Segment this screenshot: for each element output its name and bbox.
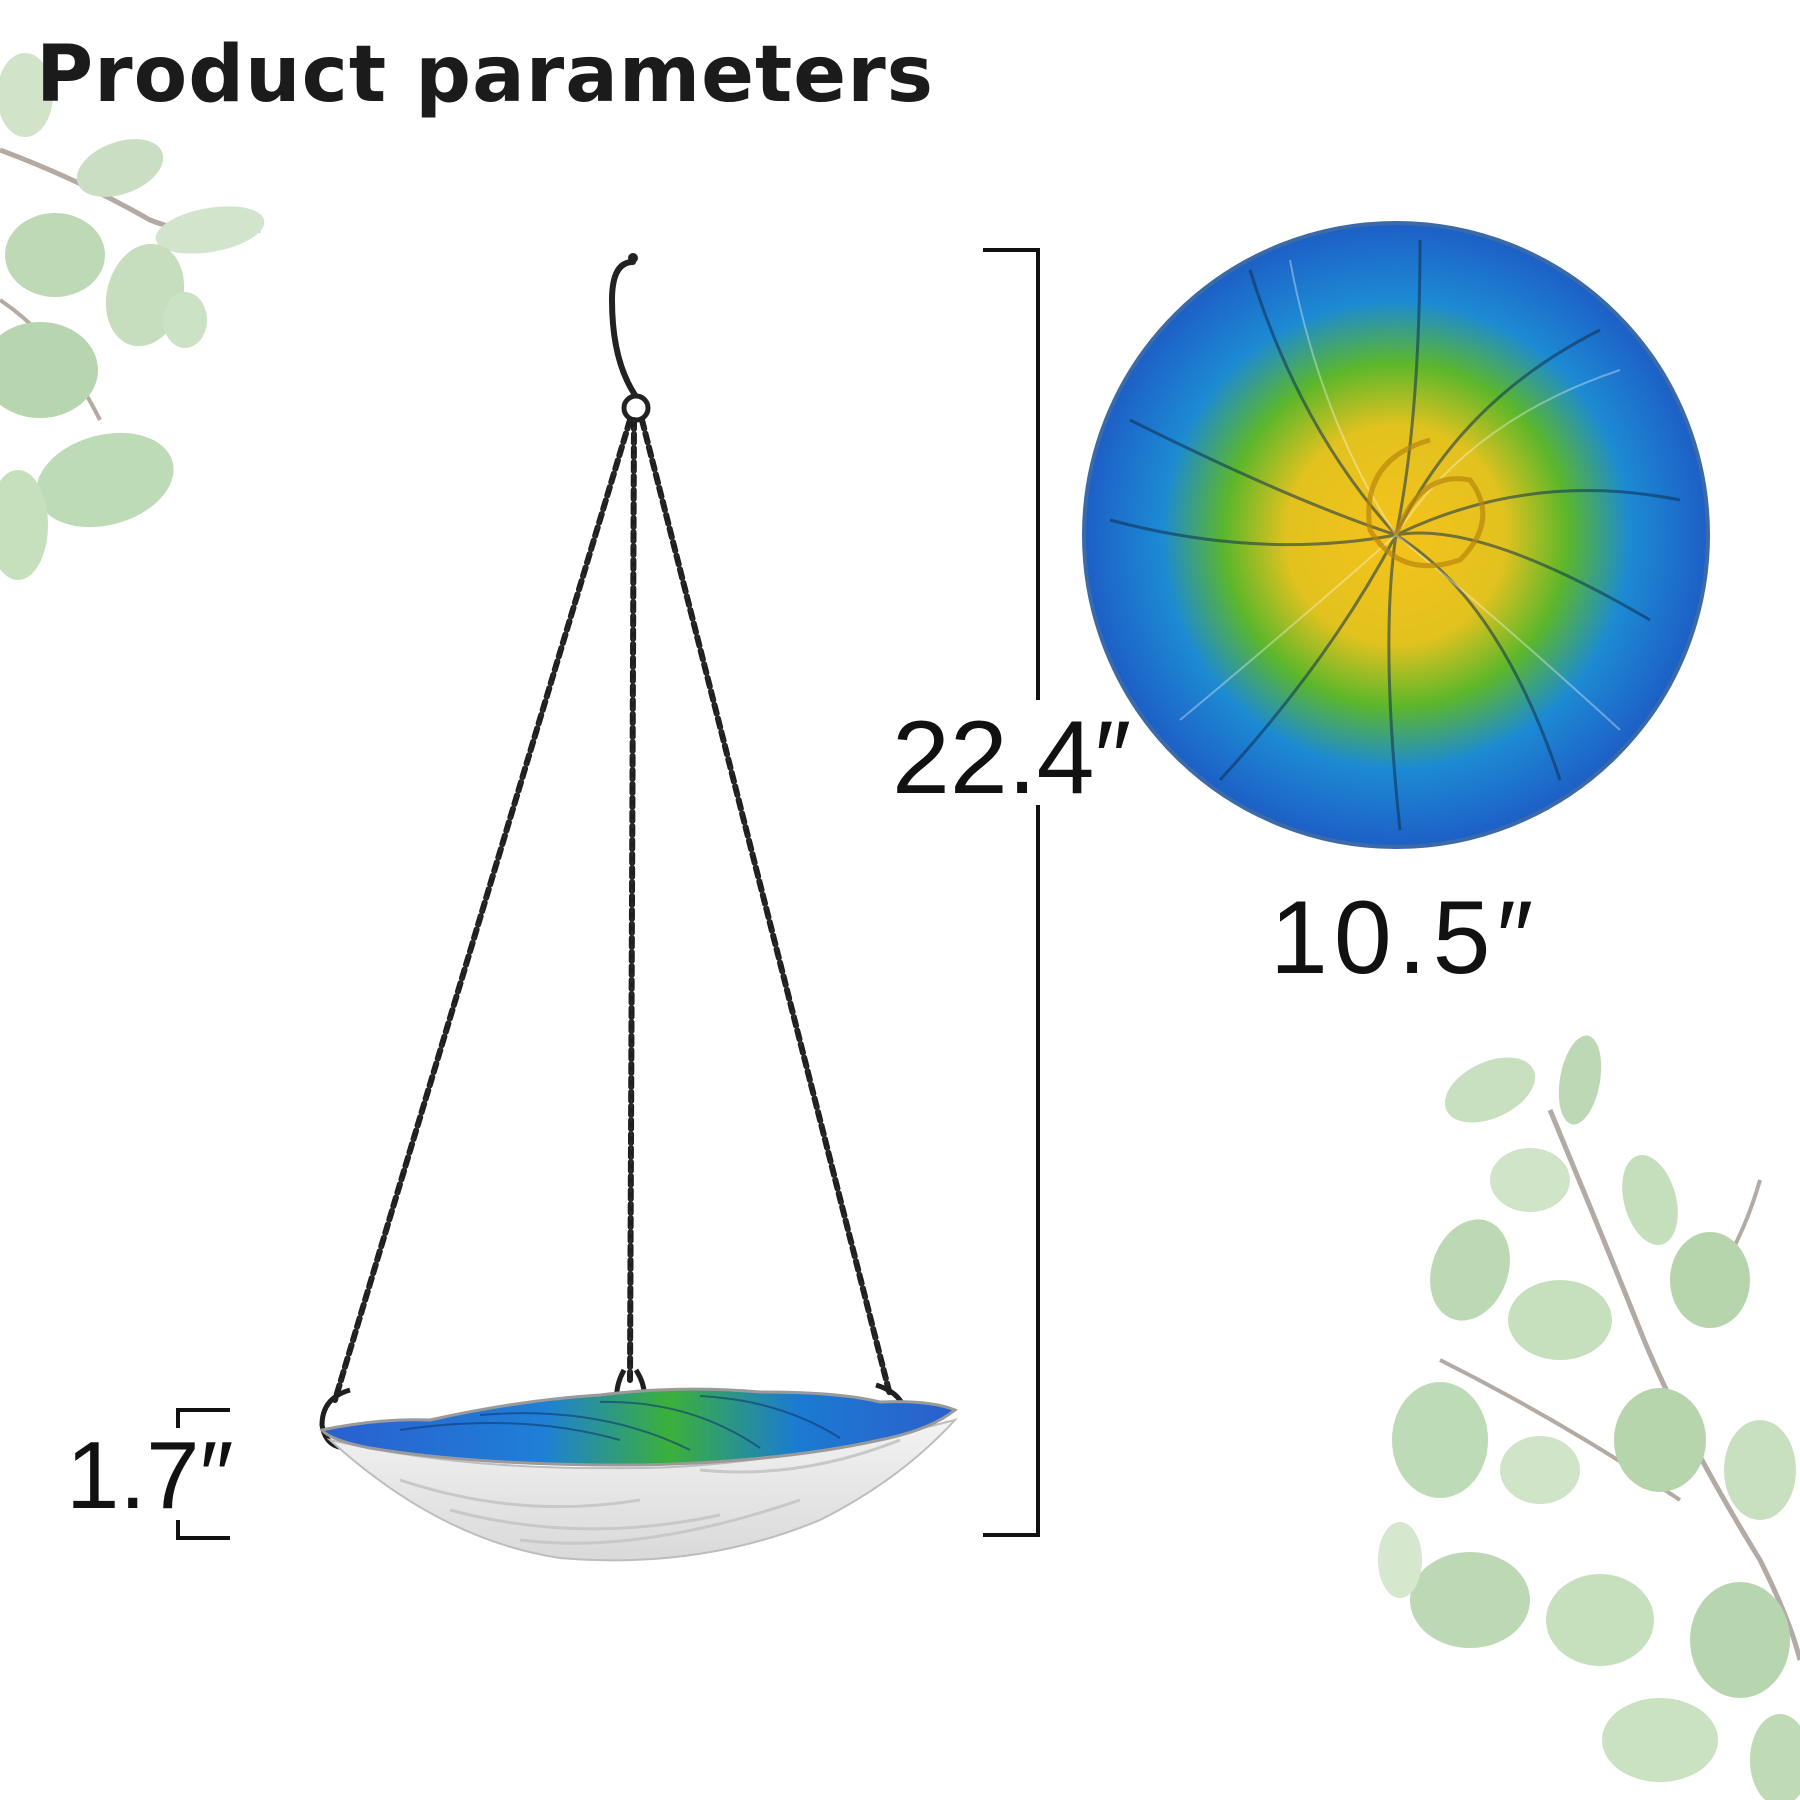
diameter-dimension-label: 10.5″ xyxy=(1270,880,1540,996)
depth-dimension-label: 1.7″ xyxy=(66,1422,234,1529)
page-title: Product parameters xyxy=(36,30,935,120)
height-dimension-label: 22.4″ xyxy=(892,700,1132,816)
